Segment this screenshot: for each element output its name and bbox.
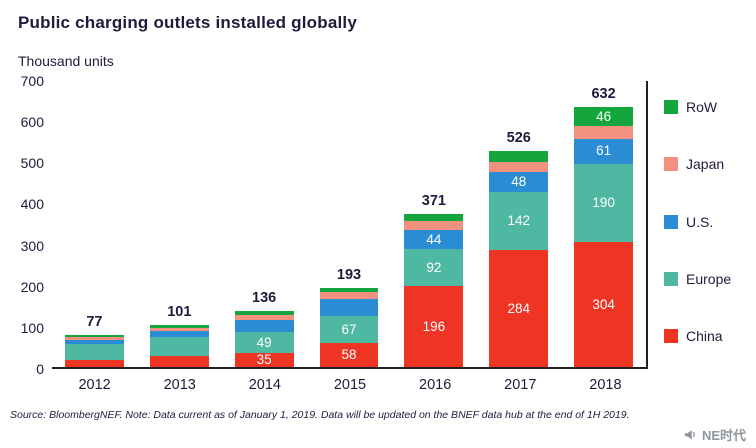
bar-segment-us xyxy=(234,320,294,333)
y-tick-label: 500 xyxy=(20,155,44,172)
bar-segment-japan xyxy=(404,221,464,231)
bar-total-label: 136 xyxy=(252,290,277,307)
watermark-text: NE时代 xyxy=(701,428,746,443)
bar-segment-japan xyxy=(65,337,124,340)
bar-segment-row xyxy=(234,311,294,315)
bar-slot: 101 xyxy=(137,304,222,367)
x-tick-label: 2015 xyxy=(333,377,367,393)
bar-segment-china: 196 xyxy=(404,286,464,367)
bar-segment-japan xyxy=(319,292,379,300)
bar-segment-us xyxy=(319,299,379,316)
bar-segment-us xyxy=(149,331,209,338)
bar-segment-japan xyxy=(149,327,209,332)
bar-total-label: 526 xyxy=(506,129,531,146)
bar-segment-row xyxy=(149,325,209,328)
bar-segment-europe: 142 xyxy=(489,191,549,251)
bar-segment-europe: 190 xyxy=(574,163,634,242)
plot-area: 77 101 136 35 49 193 58 67 371 196 92 44 526 284 142 48… xyxy=(52,81,648,369)
x-tick-label: 2016 xyxy=(419,377,452,393)
y-tick-label: 100 xyxy=(20,319,44,336)
bar-segment-china xyxy=(65,359,124,367)
bar-stack: 58 67 xyxy=(319,287,379,367)
bar-total-label: 371 xyxy=(421,193,446,210)
plot-wrap: 77 101 136 35 49 193 58 67 371 196 92 44 526 284 142 48… xyxy=(52,81,648,393)
bar-slot: 193 58 67 xyxy=(307,267,392,367)
legend-item-china: China xyxy=(664,328,731,344)
legend-label: China xyxy=(686,328,723,344)
watermark: NE时代 xyxy=(683,425,746,444)
y-axis-units-label: Thousand units xyxy=(18,53,114,69)
bar-stack: 304 190 61 46 xyxy=(574,106,634,367)
bar-total-label: 193 xyxy=(336,266,362,283)
bar-segment-row xyxy=(489,150,549,163)
legend-swatch xyxy=(664,100,678,114)
bar-segment-china: 284 xyxy=(489,250,549,367)
legend-swatch xyxy=(664,329,678,343)
bar-slot: 632 304 190 61 46 xyxy=(561,86,646,367)
source-note: Source: BloombergNEF. Note: Data current… xyxy=(10,409,630,421)
bar-total-label: 101 xyxy=(167,304,192,321)
bar-segment-row xyxy=(404,214,464,222)
bar-segment-europe xyxy=(65,344,124,360)
y-tick-label: 0 xyxy=(36,361,44,377)
bar-segment-row xyxy=(319,287,379,293)
bar-segment-china xyxy=(149,355,209,367)
bar-segment-us: 44 xyxy=(404,230,464,249)
y-tick-label: 700 xyxy=(20,73,44,89)
bar-stack: 35 49 xyxy=(234,311,294,367)
bar-segment-japan xyxy=(574,125,634,139)
legend-label: Japan xyxy=(686,156,725,173)
bar-segment-europe: 67 xyxy=(319,315,379,344)
y-axis: 0 100 200 300 400 500 600 700 xyxy=(8,73,52,377)
bar-segment-japan xyxy=(489,162,549,173)
bar-segment-china: 58 xyxy=(319,343,379,367)
bar-slot: 526 284 142 48 xyxy=(476,130,561,367)
bar-stack: 196 92 44 xyxy=(404,214,464,367)
x-axis-labels: 2012 2013 2014 2015 2016 2017 2018 xyxy=(52,377,648,393)
legend-item-japan: Japan xyxy=(664,156,731,172)
bar-segment-row: 46 xyxy=(574,106,634,126)
bar-segment-europe: 49 xyxy=(234,332,294,353)
bar-segment-europe xyxy=(149,337,209,356)
bar-slot: 77 xyxy=(52,314,137,367)
x-tick-label: 2013 xyxy=(163,377,196,393)
bar-segment-china: 35 xyxy=(234,352,294,367)
bar-segment-us xyxy=(65,339,124,345)
bar-stack xyxy=(65,335,124,367)
y-tick-label: 400 xyxy=(20,196,44,213)
legend-swatch xyxy=(664,214,678,229)
legend-item-row: RoW xyxy=(664,99,731,115)
bar-segment-china: 304 xyxy=(574,241,634,367)
bar-segment-row xyxy=(65,335,124,338)
bar-total-label: 632 xyxy=(591,85,616,102)
legend-label: Europe xyxy=(686,270,732,287)
x-tick-label: 2012 xyxy=(78,377,111,393)
legend-item-europe: Europe xyxy=(664,271,731,287)
x-tick-label: 2014 xyxy=(248,377,281,393)
legend-label: RoW xyxy=(686,99,718,115)
legend-swatch xyxy=(664,157,678,172)
legend-item-us: U.S. xyxy=(664,214,731,230)
bar-stack: 284 142 48 xyxy=(489,150,549,367)
legend: RoW Japan U.S. Europe China xyxy=(664,99,731,344)
x-tick-label: 2017 xyxy=(504,377,537,393)
bar-stack xyxy=(149,325,209,367)
bar-segment-us: 61 xyxy=(574,138,634,164)
bar-segment-us: 48 xyxy=(489,172,549,192)
y-tick-label: 200 xyxy=(20,278,44,295)
bar-slot: 371 196 92 44 xyxy=(391,193,476,367)
megaphone-icon xyxy=(683,427,698,442)
y-tick-label: 600 xyxy=(20,114,44,131)
bar-total-label: 77 xyxy=(86,314,103,331)
x-tick-label: 2018 xyxy=(589,377,622,393)
chart: 0 100 200 300 400 500 600 700 77 101 136 35 49 193 58… xyxy=(8,73,756,393)
page-title: Public charging outlets installed global… xyxy=(18,13,358,32)
legend-label: U.S. xyxy=(686,213,714,230)
legend-swatch xyxy=(664,271,678,286)
bar-segment-europe: 92 xyxy=(404,248,464,287)
bar-slot: 136 35 49 xyxy=(222,290,307,367)
y-tick-label: 300 xyxy=(20,237,44,254)
bar-segment-japan xyxy=(234,314,294,321)
